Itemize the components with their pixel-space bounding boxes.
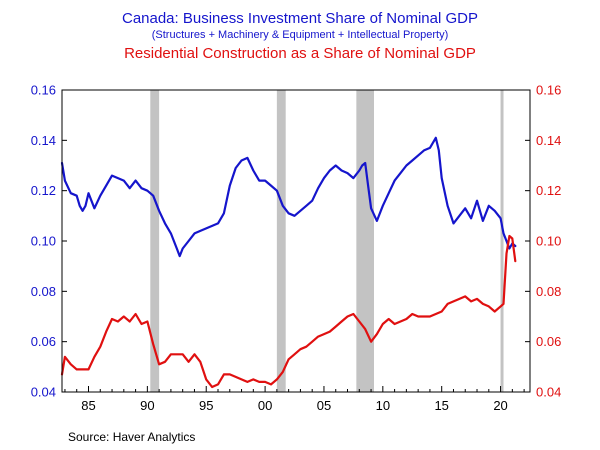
right-y-tick-label: 0.10 bbox=[536, 234, 561, 249]
left-y-tick-label: 0.06 bbox=[31, 334, 56, 349]
recession-band-2 bbox=[276, 90, 286, 392]
right-y-tick-label: 0.12 bbox=[536, 183, 561, 198]
recession-bands bbox=[150, 90, 504, 392]
left-y-tick-label: 0.10 bbox=[31, 234, 56, 249]
residential-construction-line bbox=[60, 234, 517, 389]
right-y-tick-label: 0.16 bbox=[536, 83, 561, 98]
recession-band-1 bbox=[150, 90, 160, 392]
x-tick-label: 85 bbox=[81, 398, 95, 413]
x-tick-label: 90 bbox=[140, 398, 154, 413]
source-note: Source: Haver Analytics bbox=[68, 430, 195, 444]
business-investment-line bbox=[60, 136, 517, 258]
left-y-tick-label: 0.14 bbox=[31, 133, 56, 148]
x-tick-label: 15 bbox=[434, 398, 448, 413]
x-axis: 85 90 95 00 05 10 15 20 bbox=[64, 386, 525, 413]
recession-band-3 bbox=[356, 90, 374, 392]
left-y-tick-label: 0.08 bbox=[31, 284, 56, 299]
plot-frame bbox=[61, 89, 531, 393]
right-y-tick-label: 0.14 bbox=[536, 133, 561, 148]
right-y-tick-label: 0.04 bbox=[536, 385, 561, 400]
x-tick-label: 10 bbox=[376, 398, 390, 413]
left-y-axis: 0.04 0.06 0.08 0.10 0.12 0.14 0.16 bbox=[31, 83, 67, 400]
chart-title-secondary: Residential Construction as a Share of N… bbox=[124, 45, 476, 62]
right-y-tick-label: 0.08 bbox=[536, 284, 561, 299]
chart-title: Canada: Business Investment Share of Nom… bbox=[122, 10, 478, 27]
left-y-tick-label: 0.12 bbox=[31, 183, 56, 198]
right-y-tick-label: 0.06 bbox=[536, 334, 561, 349]
left-y-tick-label: 0.04 bbox=[31, 385, 56, 400]
left-y-tick-label: 0.16 bbox=[31, 83, 56, 98]
series-lines bbox=[60, 136, 517, 389]
x-tick-label: 95 bbox=[199, 398, 213, 413]
x-tick-label: 00 bbox=[258, 398, 272, 413]
recession-band-4 bbox=[500, 90, 504, 392]
x-tick-label: 20 bbox=[493, 398, 507, 413]
chart-subtitle: (Structures + Machinery & Equipment + In… bbox=[152, 29, 449, 41]
right-y-axis: 0.04 0.06 0.08 0.10 0.12 0.14 0.16 bbox=[525, 83, 561, 400]
x-tick-label: 05 bbox=[317, 398, 331, 413]
